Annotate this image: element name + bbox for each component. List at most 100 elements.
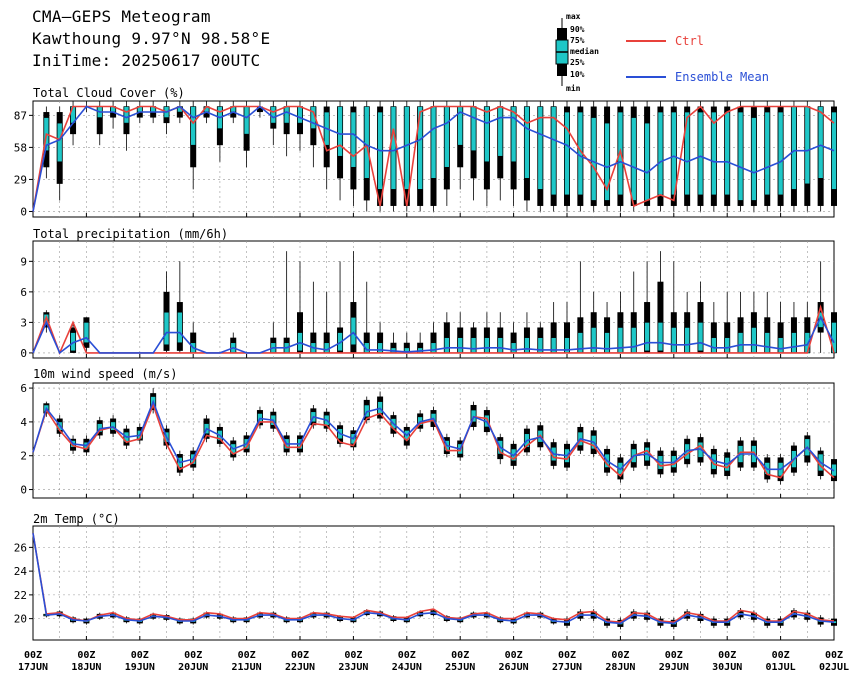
box-inner bbox=[457, 337, 464, 354]
box-inner bbox=[417, 106, 423, 190]
legend-mean-label: Ensemble Mean bbox=[675, 70, 769, 84]
box-inner bbox=[377, 342, 383, 354]
y-tick-label: 0 bbox=[20, 347, 27, 360]
box-inner bbox=[777, 337, 784, 354]
box-inner bbox=[56, 122, 63, 163]
x-tick-date-label: 26JUN bbox=[499, 662, 529, 673]
box-inner bbox=[737, 111, 744, 201]
box-inner bbox=[684, 111, 690, 196]
station-location: Kawthoung 9.97°N 98.58°E bbox=[32, 29, 271, 48]
box-inner bbox=[550, 106, 557, 196]
box-inner bbox=[617, 327, 624, 354]
box-inner bbox=[190, 106, 196, 146]
x-tick-date-label: 17JUN bbox=[18, 662, 48, 673]
box-inner bbox=[470, 337, 477, 354]
init-time: IniTime: 20250617 00UTC bbox=[32, 51, 261, 70]
panel-title-temp: 2m Temp (°C) bbox=[33, 512, 120, 526]
box-inner bbox=[644, 122, 650, 201]
box-inner bbox=[484, 337, 490, 354]
box-inner bbox=[497, 106, 504, 157]
x-tick-date-label: 18JUN bbox=[71, 662, 101, 673]
x-tick-date-label: 02JUL bbox=[819, 662, 849, 673]
y-tick-label: 26 bbox=[14, 541, 27, 554]
x-tick-hour-label: 00Z bbox=[24, 650, 42, 661]
x-tick-date-label: 22JUN bbox=[285, 662, 315, 673]
box-inner bbox=[323, 342, 330, 354]
box-outer bbox=[657, 281, 664, 353]
box-inner bbox=[590, 117, 597, 201]
x-tick-hour-label: 00Z bbox=[505, 650, 523, 661]
x-tick-hour-label: 00Z bbox=[131, 650, 149, 661]
box-inner bbox=[604, 332, 610, 354]
box-inner bbox=[817, 311, 824, 328]
box-inner bbox=[484, 106, 490, 163]
legend-box-label-90: 90% bbox=[570, 25, 585, 34]
y-tick-label: 58 bbox=[14, 141, 27, 154]
box-outer bbox=[256, 106, 263, 113]
y-tick-label: 4 bbox=[20, 416, 27, 429]
box-inner bbox=[751, 327, 757, 354]
box-inner bbox=[177, 311, 183, 344]
box-inner bbox=[524, 337, 530, 354]
x-tick-hour-label: 00Z bbox=[772, 650, 790, 661]
box-inner bbox=[630, 117, 637, 201]
y-tick-label: 29 bbox=[14, 173, 27, 186]
box-inner bbox=[110, 421, 116, 431]
legend-ctrl-label: Ctrl bbox=[675, 34, 704, 48]
box-inner bbox=[751, 117, 757, 201]
x-tick-date-label: 29JUN bbox=[659, 662, 689, 673]
legend-box-label-10: 10% bbox=[570, 70, 585, 79]
x-tick-date-label: 20JUN bbox=[178, 662, 208, 673]
box-inner bbox=[297, 332, 303, 352]
x-tick-hour-label: 00Z bbox=[344, 650, 362, 661]
box-inner bbox=[724, 337, 731, 354]
box-inner bbox=[444, 337, 450, 354]
ctrl-series-line bbox=[32, 532, 835, 624]
x-tick-date-label: 30JUN bbox=[712, 662, 742, 673]
box-inner bbox=[350, 317, 357, 346]
x-tick-hour-label: 00Z bbox=[451, 650, 469, 661]
box-inner bbox=[270, 106, 277, 124]
box-inner bbox=[537, 106, 544, 190]
box-inner bbox=[737, 332, 744, 354]
box-inner bbox=[377, 401, 383, 414]
y-tick-label: 87 bbox=[14, 109, 27, 122]
meteogram-header: CMA—GEPS Meteogram Kawthoung 9.97°N 98.5… bbox=[32, 6, 270, 72]
mean-series-line bbox=[32, 315, 835, 355]
box-inner bbox=[604, 122, 610, 201]
box-inner bbox=[390, 106, 397, 190]
panel-title-precip: Total precipitation (mm/6h) bbox=[33, 227, 229, 241]
panel-title-wind: 10m wind speed (m/s) bbox=[33, 367, 178, 381]
box-inner bbox=[630, 327, 637, 354]
x-tick-date-label: 21JUN bbox=[232, 662, 262, 673]
mean-series-line bbox=[32, 532, 835, 625]
box-inner bbox=[430, 106, 437, 179]
box-inner bbox=[711, 111, 717, 196]
mean-series-line bbox=[32, 105, 835, 212]
y-tick-label: 22 bbox=[14, 589, 27, 602]
legend-box-label-max: max bbox=[566, 12, 581, 21]
box-inner bbox=[350, 111, 357, 168]
mean-series-line bbox=[32, 399, 835, 472]
box-inner bbox=[791, 106, 797, 190]
box-inner bbox=[163, 311, 170, 346]
box-inner bbox=[83, 322, 90, 344]
box-inner bbox=[403, 106, 410, 190]
y-tick-label: 24 bbox=[14, 565, 28, 578]
x-tick-date-label: 27JUN bbox=[552, 662, 582, 673]
x-tick-hour-label: 00Z bbox=[558, 650, 576, 661]
box-inner bbox=[470, 106, 477, 152]
y-tick-label: 0 bbox=[20, 205, 27, 218]
legend-box-label-25: 25% bbox=[570, 58, 585, 67]
panel-title-cloud: Total Cloud Cover (%) bbox=[33, 86, 185, 100]
box-inner bbox=[697, 111, 704, 196]
x-tick-hour-label: 00Z bbox=[184, 650, 202, 661]
box-inner bbox=[497, 337, 504, 354]
box-inner bbox=[711, 337, 717, 354]
box-inner bbox=[764, 332, 771, 354]
box-inner bbox=[590, 327, 597, 354]
legend-box-label-75: 75% bbox=[570, 36, 585, 45]
y-tick-label: 20 bbox=[14, 613, 27, 626]
x-tick-hour-label: 00Z bbox=[718, 650, 736, 661]
box-inner bbox=[684, 327, 690, 354]
